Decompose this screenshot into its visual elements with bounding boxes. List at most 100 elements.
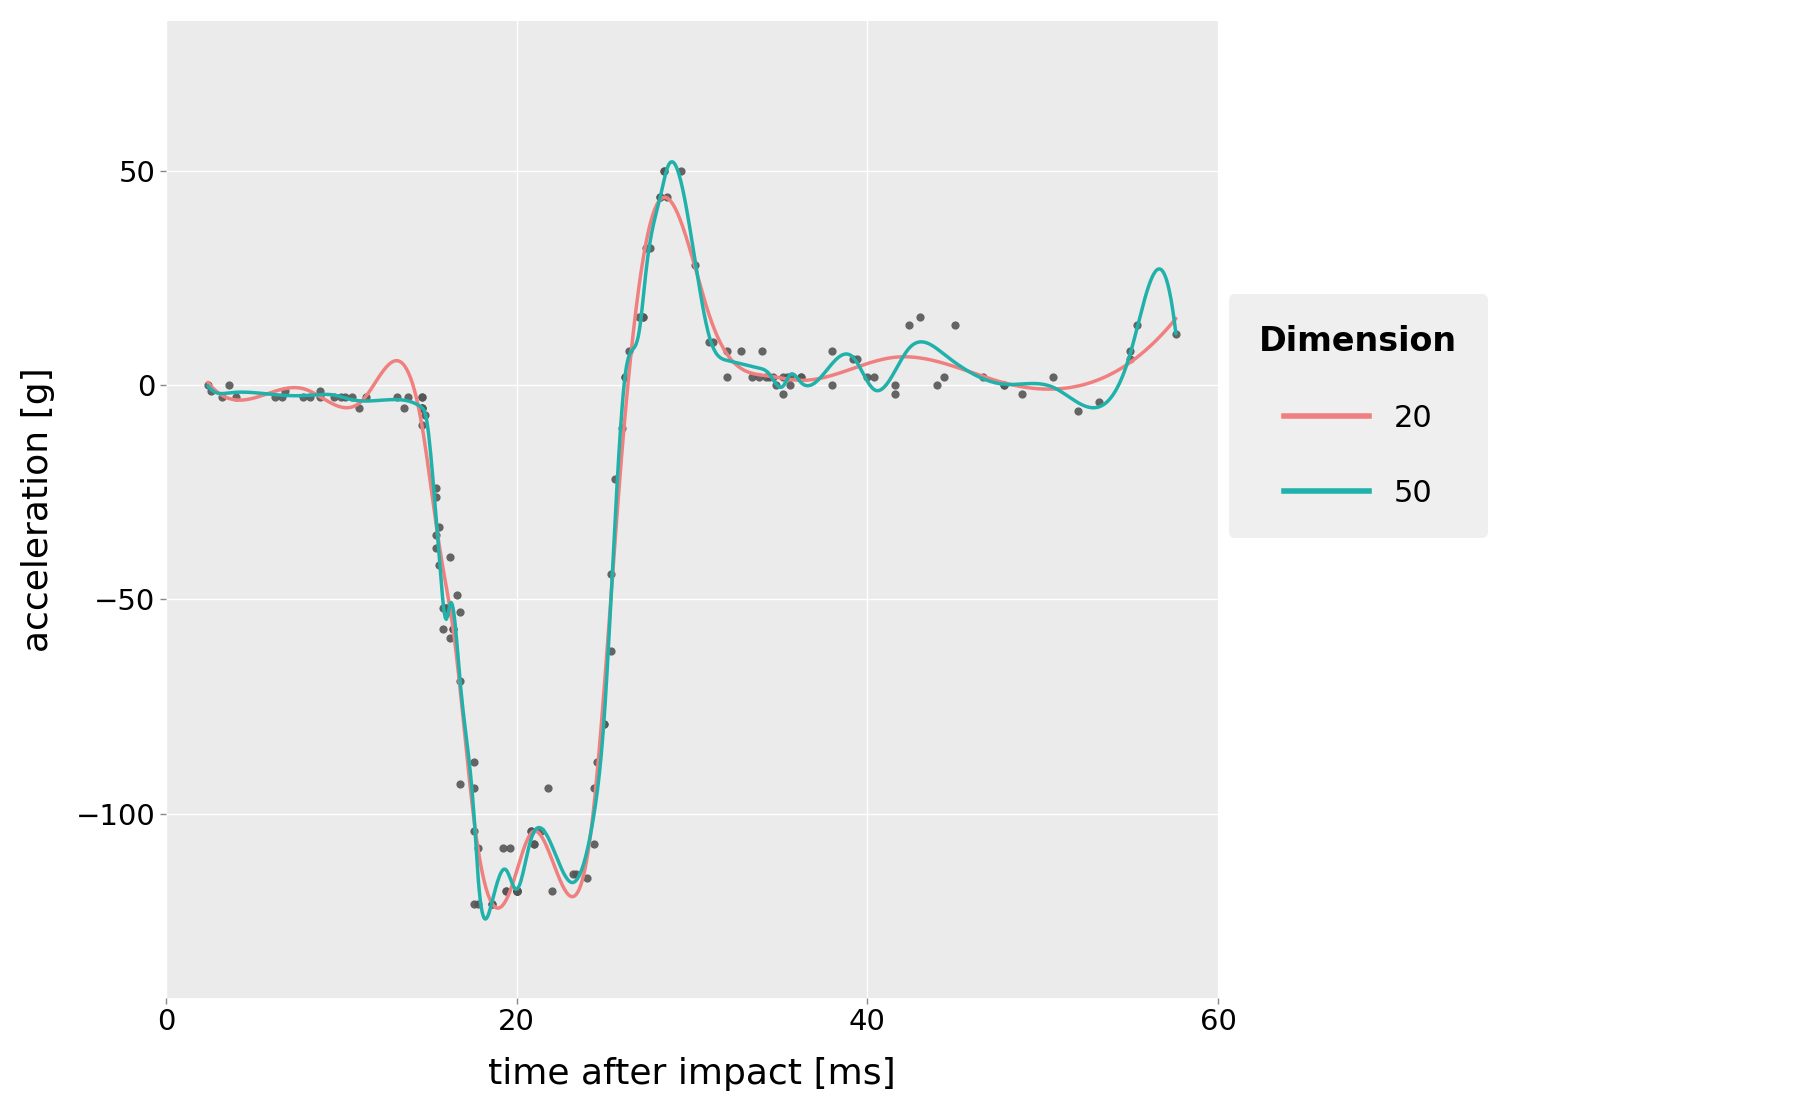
Point [769,368,797,386]
Point [391,399,419,417]
Point [394,388,423,406]
Point [407,399,436,417]
Point [1116,341,1145,359]
Point [646,188,675,206]
Point [428,620,457,638]
Point [436,629,464,647]
Legend: 20, 50: 20, 50 [1229,295,1489,538]
Point [817,341,846,359]
Point [583,753,612,771]
Point [758,368,787,386]
Point [1161,325,1190,342]
Point [754,368,783,386]
Point [407,388,436,406]
Point [502,882,531,900]
Point [446,775,475,793]
Point [266,388,295,406]
Point [329,388,358,406]
Point [598,565,626,583]
Point [421,488,450,506]
Point [436,604,464,622]
Point [650,162,679,180]
Point [520,835,549,853]
Point [625,308,653,326]
Point [502,882,531,900]
Point [270,381,299,399]
Point [990,376,1019,394]
Point [1116,350,1145,368]
Point [860,368,889,386]
Point [776,368,805,386]
Point [842,350,871,368]
Point [727,341,756,359]
Point [407,417,436,435]
Point [747,341,776,359]
Point [1064,401,1093,419]
Point [817,376,846,394]
Point [1039,368,1067,386]
Point [558,865,587,883]
Point [446,672,475,689]
Point [328,388,356,406]
Point [407,399,436,417]
Point [598,642,626,659]
Point [931,368,959,386]
Point [428,599,457,617]
Point [337,388,365,406]
Point [787,368,815,386]
Point [502,882,531,900]
Point [905,308,934,326]
Point [520,835,549,853]
Point [207,388,236,406]
Point [713,341,742,359]
Point [502,882,531,900]
Point [261,388,290,406]
Point [461,822,490,840]
Y-axis label: acceleration [g]: acceleration [g] [22,367,54,652]
Point [383,388,412,406]
Point [527,822,556,840]
Point [477,895,506,913]
Point [407,399,436,417]
Point [443,586,472,604]
Point [194,376,223,394]
Point [601,470,630,488]
Point [439,620,468,638]
Point [502,882,531,900]
Point [668,162,697,180]
Point [1008,385,1037,403]
Point [491,882,520,900]
Point [628,308,657,326]
Point [968,368,997,386]
Point [572,868,601,886]
Point [288,388,317,406]
Point [421,479,450,497]
Point [880,385,909,403]
Point [635,239,664,257]
Point [772,368,801,386]
Point [680,256,709,274]
Point [853,368,882,386]
Point [787,368,815,386]
Point [306,388,335,406]
Point [425,517,454,535]
Point [880,376,909,394]
Point [1084,394,1112,411]
Point [196,381,225,399]
Point [425,556,454,574]
Point [495,840,524,857]
Point [295,388,324,406]
Point [421,539,450,557]
Point [751,368,779,386]
Point [580,835,608,853]
Point [461,780,490,797]
Point [941,316,970,334]
Point [923,376,952,394]
Point [628,308,657,326]
Point [517,822,545,840]
Point [1123,316,1152,334]
Point [650,162,679,180]
Point [632,239,661,257]
Point [464,895,493,913]
Point [776,376,805,394]
